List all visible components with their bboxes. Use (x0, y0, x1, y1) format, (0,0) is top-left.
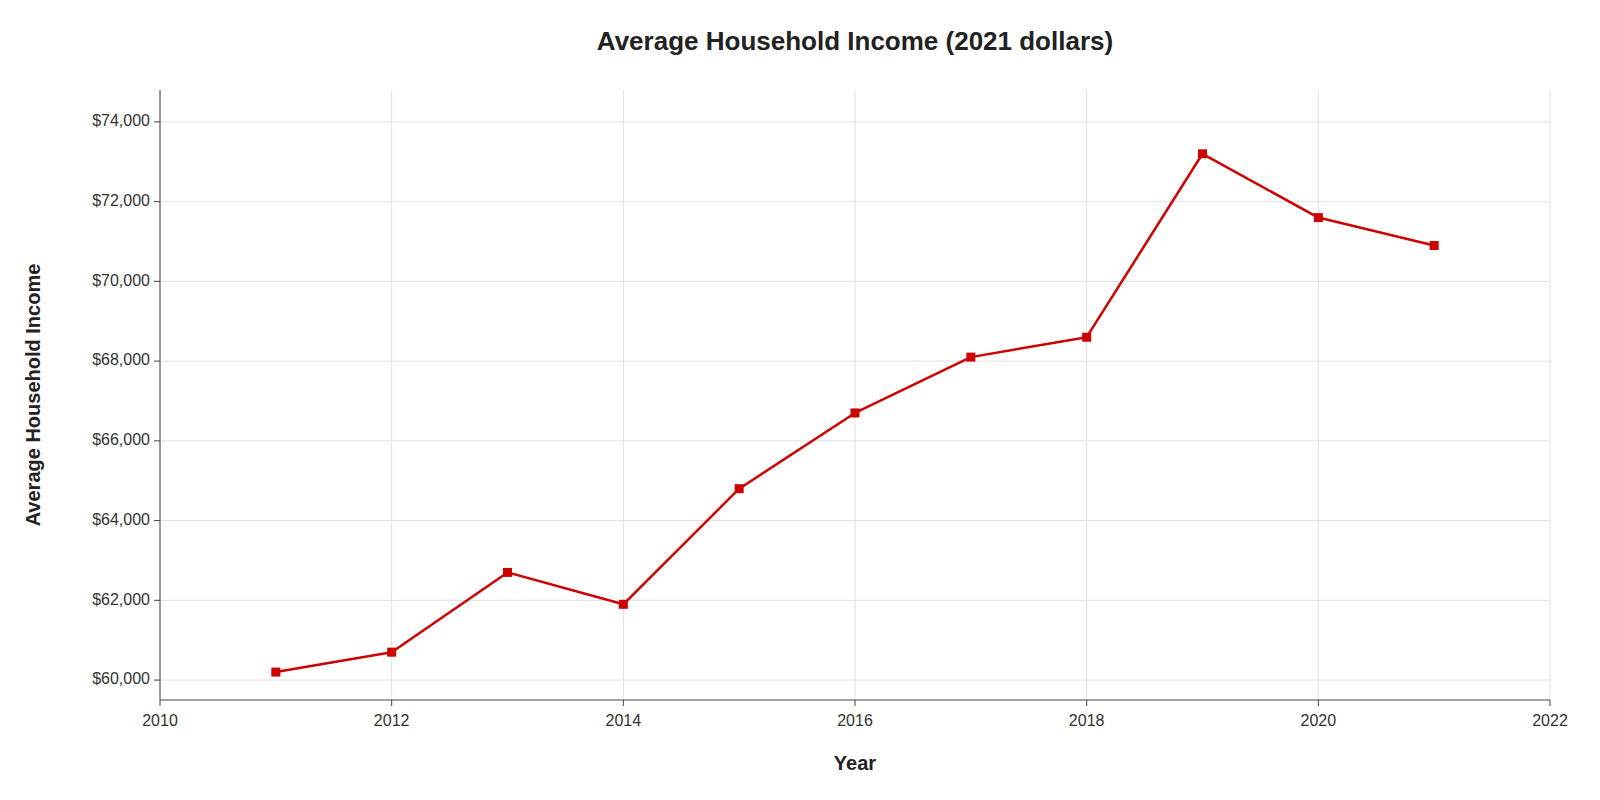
y-tick (154, 520, 160, 521)
plot-area (271, 149, 1438, 676)
data-point (1082, 333, 1091, 342)
x-tick-label: 2020 (1301, 712, 1337, 729)
grid (160, 90, 1550, 700)
y-tick-label: $62,000 (92, 591, 150, 608)
y-tick-label: $74,000 (92, 112, 150, 129)
y-tick-label: $70,000 (92, 272, 150, 289)
data-point (1430, 241, 1439, 250)
chart-container: $60,000 $62,000 $64,000 $66,000 $68,000 $70,0… (0, 0, 1600, 800)
y-tick (154, 121, 160, 122)
x-axis-label: Year (834, 752, 876, 774)
x-tick (855, 700, 856, 706)
x-tick-label: 2018 (1069, 712, 1105, 729)
chart-title: Average Household Income (2021 dollars) (597, 26, 1113, 56)
x-tick-label: 2016 (837, 712, 873, 729)
y-tick-label: $64,000 (92, 511, 150, 528)
x-tick-label: 2010 (142, 712, 178, 729)
y-tick (154, 201, 160, 202)
y-tick (154, 680, 160, 681)
y-tick (154, 600, 160, 601)
data-point (735, 484, 744, 493)
data-point (966, 353, 975, 362)
x-tick (391, 700, 392, 706)
data-point (1314, 213, 1323, 222)
chart-svg: $60,000 $62,000 $64,000 $66,000 $68,000 $70,0… (0, 0, 1600, 800)
x-tick (1086, 700, 1087, 706)
data-point (1198, 149, 1207, 158)
x-tick (623, 700, 624, 706)
y-tick (154, 361, 160, 362)
y-tick-label: $72,000 (92, 192, 150, 209)
grid-line-x (391, 90, 392, 700)
y-axis-line (160, 90, 161, 700)
data-point (619, 600, 628, 609)
x-tick-label: 2022 (1532, 712, 1568, 729)
data-line (276, 154, 1434, 672)
data-point (851, 408, 860, 417)
x-tick (1318, 700, 1319, 706)
data-point (503, 568, 512, 577)
grid-line-x (1318, 90, 1319, 700)
y-axis-label: Average Household Income (22, 264, 44, 527)
x-tick-label: 2012 (374, 712, 410, 729)
grid-line-x (1086, 90, 1087, 700)
axes: $60,000 $62,000 $64,000 $66,000 $68,000 $70,0… (92, 112, 1568, 729)
data-point (387, 648, 396, 657)
grid-line-x (160, 90, 161, 700)
x-tick-label: 2014 (606, 712, 642, 729)
y-tick-label: $66,000 (92, 431, 150, 448)
data-point (271, 668, 280, 677)
y-tick (154, 281, 160, 282)
x-tick (1550, 700, 1551, 706)
grid-line-x (1550, 90, 1551, 700)
y-tick (154, 440, 160, 441)
y-tick-label: $60,000 (92, 670, 150, 687)
x-tick (160, 700, 161, 706)
y-tick-label: $68,000 (92, 351, 150, 368)
grid-line-x (855, 90, 856, 700)
